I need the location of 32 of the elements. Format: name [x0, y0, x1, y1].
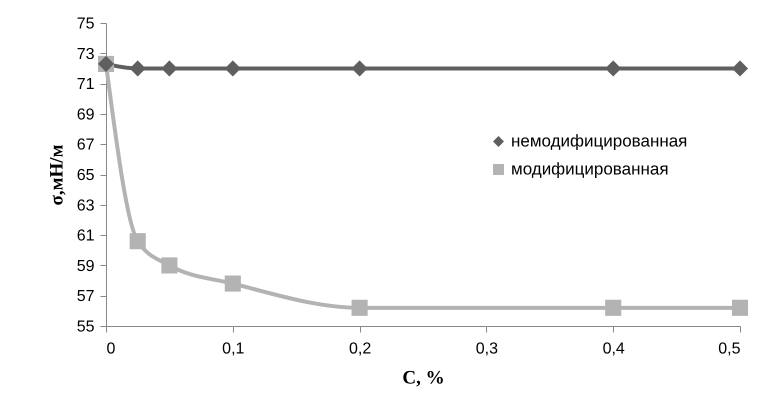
x-tick-label: 0,4	[602, 340, 625, 358]
y-tick-label: 73	[76, 46, 95, 63]
x-tick-label: 0,5	[718, 340, 741, 358]
point	[224, 276, 241, 292]
x-tick-label: 0,3	[476, 340, 498, 358]
y-tick-label: 67	[76, 136, 95, 154]
y-tick-label: 75	[76, 16, 95, 32]
y-tick-label: 61	[76, 228, 95, 245]
point	[352, 60, 368, 77]
y-tick-label: 63	[76, 197, 95, 214]
y-axis-title: σ,мН/м	[46, 144, 68, 206]
point	[130, 233, 146, 250]
y-tick-label: 55	[76, 318, 95, 336]
y-tick-label: 57	[76, 288, 95, 306]
x-tick-label: 0,1	[222, 340, 245, 358]
point	[732, 300, 748, 316]
point	[352, 300, 368, 316]
point	[605, 60, 622, 77]
y-tick-label: 59	[76, 258, 95, 275]
point	[130, 60, 146, 77]
legend-label: модифицированная	[511, 160, 669, 178]
x-tick-label: 0,2	[348, 340, 372, 358]
y-tick-label: 65	[76, 167, 95, 184]
y-tick-label: 71	[76, 76, 95, 94]
legend-label: немодифицированная	[511, 132, 688, 150]
point	[161, 60, 178, 77]
x-tick-label: 0	[106, 340, 116, 358]
x-axis-title: С, %	[402, 368, 445, 388]
point	[224, 60, 241, 77]
point	[605, 300, 622, 316]
y-tick-label: 69	[76, 106, 95, 124]
point	[161, 257, 178, 274]
